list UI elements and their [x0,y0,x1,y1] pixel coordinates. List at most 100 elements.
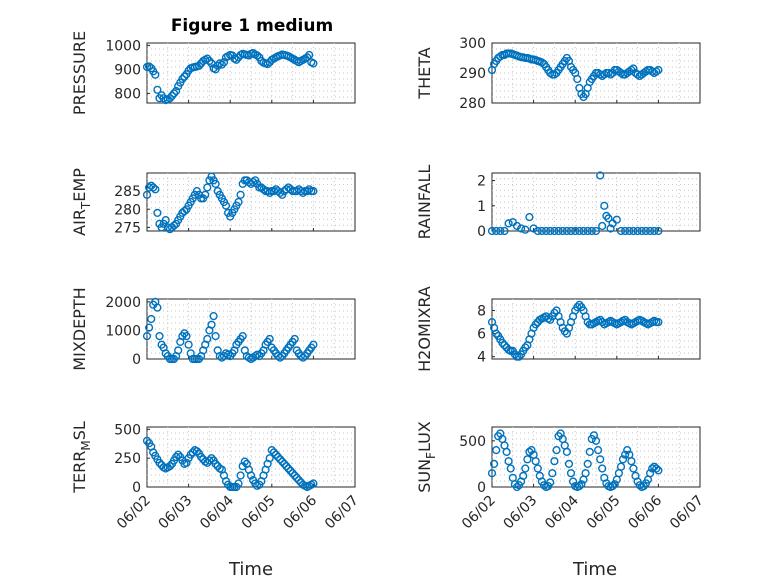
data-point [550,70,559,79]
data-point [575,300,584,309]
data-point [298,353,308,362]
data-point [203,334,212,344]
data-point [180,72,189,81]
data-point [504,219,513,228]
subplot-air_temp: 275 280 285 AIRTEMP [70,168,356,236]
data-point [562,226,572,236]
data-point [598,464,607,473]
data-point [178,74,187,84]
data-point [562,447,572,457]
data-point [546,226,555,236]
data-point [500,341,509,350]
data-point [232,55,241,64]
data-point [604,68,613,78]
y-axis-label: TERRMSL [70,421,93,494]
data-point [529,224,538,233]
data-point [629,226,638,236]
data-point [516,224,526,233]
data-point [618,455,628,464]
data-point [616,226,626,236]
data-point [623,446,632,455]
data-point [521,464,530,473]
data-point [512,482,522,492]
data-point [604,214,613,223]
data-point [550,457,559,466]
data-point [286,466,295,475]
data-point [498,338,507,347]
x-tick-label: 06/06 [280,492,320,532]
data-point [271,450,281,459]
data-point [564,459,574,469]
data-point [294,476,303,485]
data-point [207,454,216,463]
x-tick-label: 06/06 [625,492,665,532]
data-point [593,446,603,455]
data-point [236,471,245,480]
data-point [269,448,279,457]
data-point [280,459,289,469]
data-point [502,447,511,457]
data-point [575,482,584,491]
data-point [309,340,318,349]
subplot-pressure: 800 900 1000 PRESSURE [70,31,356,115]
data-point [579,226,588,236]
data-point [496,52,505,61]
data-point [585,447,594,457]
data-point [165,94,175,103]
data-point [573,74,582,84]
data-point [211,332,220,341]
data-point [153,303,162,312]
data-point [309,479,318,488]
data-point [629,464,638,473]
x-tick-label: 06/07 [667,493,707,533]
data-point [496,226,505,236]
data-point [303,53,312,62]
data-point [142,436,152,445]
data-point [606,70,615,79]
data-point [568,477,578,486]
data-point [236,190,245,199]
data-point [149,183,158,192]
data-point [238,332,247,341]
data-point [650,226,659,236]
data-point [550,226,559,236]
data-point [645,469,655,478]
data-point [566,469,576,478]
x-tick-label: 06/02 [114,493,154,533]
data-point [654,466,663,475]
data-point [259,185,268,194]
data-point [249,178,258,187]
y-tick-label: 800 [114,86,141,102]
data-point [548,469,557,478]
data-point [490,459,499,469]
data-point [500,226,509,236]
data-point [487,469,497,478]
data-point [600,201,609,210]
data-point [192,447,202,456]
x-tick-label: 06/04 [542,492,582,532]
data-point [504,457,513,466]
data-point [525,213,534,222]
data-point [203,183,212,192]
data-point [492,329,501,338]
data-point [209,312,218,321]
data-point [633,226,642,236]
data-point [537,58,547,67]
data-point [541,226,551,236]
x-tick-label: 06/02 [459,493,499,533]
data-point [217,60,227,69]
data-point [608,482,617,491]
data-point [213,61,222,70]
data-point [153,208,162,218]
data-point [153,85,162,94]
data-point [290,471,299,480]
data-point [253,51,262,60]
data-point [265,188,274,198]
axes-box [491,298,701,360]
data-point [276,188,285,198]
x-tick-label: 06/05 [239,493,279,533]
subplot-terr_msl: 0 250 500 06/02 06/03 06/04 06/05 06/06 06/07 TER… [70,421,362,532]
data-point [629,64,638,73]
data-point [492,226,501,236]
